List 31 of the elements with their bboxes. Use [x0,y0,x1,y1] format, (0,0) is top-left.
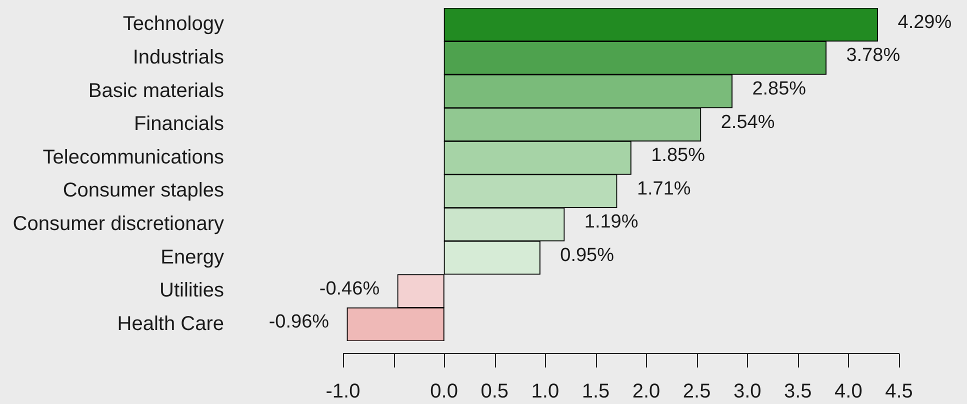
y-tick-label: Health Care [117,312,224,335]
x-tick-label: 2.5 [682,380,711,403]
x-tick-label: 3.0 [733,380,762,403]
data-label: 0.95% [560,244,614,266]
y-tick-label: Energy [160,246,224,268]
x-tick-label: 0.0 [430,380,458,403]
data-label: 1.19% [584,212,638,233]
data-label: 1.71% [636,178,691,200]
data-label: 2.85% [752,78,806,100]
x-tick-label: 4.5 [885,380,913,403]
data-label: -0.96% [268,312,330,333]
y-tick-label: Financials [134,113,224,136]
y-tick-label: Utilities [160,280,224,302]
x-tick-label: 3.5 [784,380,812,403]
y-tick-label: Consumer discretionary [12,212,224,235]
y-tick-label: Industrials [132,46,224,68]
data-label: 1.85% [651,145,706,166]
x-tick-label: 2.0 [632,380,660,403]
x-tick-label: -1.0 [326,380,360,403]
data-label: 3.78% [846,45,900,66]
y-tick-label: Telecommunications [42,146,224,168]
x-tick-label: 0.5 [480,380,509,403]
data-label: 2.54% [720,112,775,133]
x-tick-label: 4.0 [834,380,862,403]
data-label: -0.46% [319,278,380,300]
x-tick-label: 1.5 [582,380,610,403]
y-tick-label: Consumer staples [62,180,224,202]
y-tick-label: Basic materials [88,80,224,102]
data-label: 4.29% [898,12,952,33]
y-tick-label: Technology [122,13,224,36]
x-tick-label: 1.0 [531,380,560,403]
